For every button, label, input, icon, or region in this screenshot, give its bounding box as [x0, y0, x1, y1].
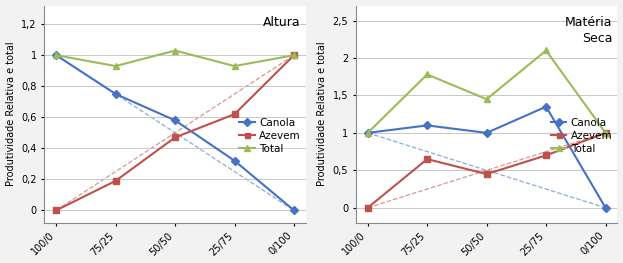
- Total: [171, 49, 179, 52]
- Azevem: [290, 54, 298, 57]
- Azevem: [112, 179, 120, 183]
- Azevem: [424, 158, 431, 161]
- Canola: [231, 159, 238, 162]
- Text: Matéria
Seca: Matéria Seca: [564, 16, 612, 45]
- Total: [483, 98, 490, 101]
- Y-axis label: Produtividade Relativa e total: Produtividade Relativa e total: [317, 42, 327, 186]
- Azevem: [543, 154, 550, 157]
- Line: Canola: Canola: [365, 104, 608, 211]
- Line: Canola: Canola: [54, 52, 297, 213]
- Total: [52, 54, 60, 57]
- Canola: [483, 131, 490, 134]
- Total: [231, 64, 238, 68]
- Total: [543, 49, 550, 52]
- Total: [364, 131, 371, 134]
- Line: Azevem: Azevem: [54, 52, 297, 213]
- Canola: [602, 206, 609, 209]
- Line: Total: Total: [53, 47, 297, 69]
- Legend: Canola, Azevem, Total: Canola, Azevem, Total: [239, 118, 301, 154]
- Azevem: [364, 206, 371, 209]
- Azevem: [231, 113, 238, 116]
- Legend: Canola, Azevem, Total: Canola, Azevem, Total: [551, 118, 612, 154]
- Canola: [543, 105, 550, 108]
- Azevem: [602, 131, 609, 134]
- Azevem: [52, 209, 60, 212]
- Azevem: [171, 136, 179, 139]
- Canola: [171, 119, 179, 122]
- Canola: [290, 209, 298, 212]
- Canola: [424, 124, 431, 127]
- Total: [602, 131, 609, 134]
- Canola: [52, 54, 60, 57]
- Canola: [364, 131, 371, 134]
- Total: [290, 54, 298, 57]
- Total: [424, 73, 431, 76]
- Total: [112, 64, 120, 68]
- Text: Altura: Altura: [263, 16, 301, 29]
- Canola: [112, 92, 120, 95]
- Azevem: [483, 173, 490, 176]
- Y-axis label: Produtividade Relativa e total: Produtividade Relativa e total: [6, 42, 16, 186]
- Line: Total: Total: [364, 47, 609, 136]
- Line: Azevem: Azevem: [365, 130, 608, 211]
